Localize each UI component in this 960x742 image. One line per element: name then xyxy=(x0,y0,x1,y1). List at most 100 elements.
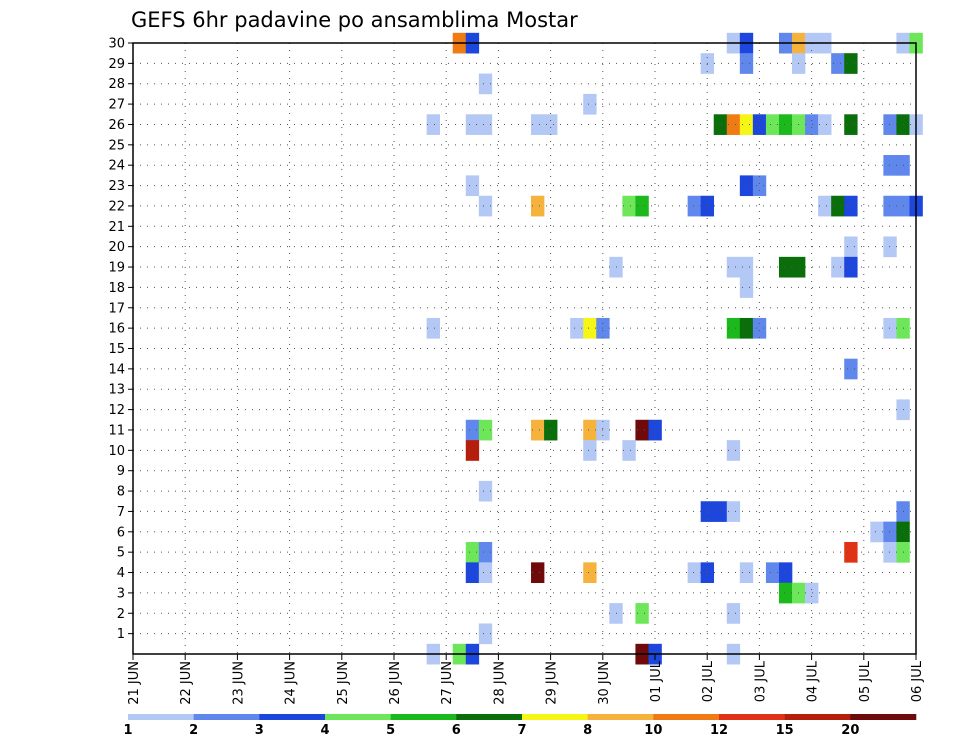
x-tick-label: 29 JUN xyxy=(545,661,560,705)
data-cell xyxy=(752,317,767,339)
x-tick-label: 25 JUN xyxy=(336,661,351,705)
y-tick-label: 19 xyxy=(108,261,125,276)
data-cell xyxy=(752,175,767,197)
data-cell xyxy=(583,317,597,339)
x-tick-label: 27 JUN xyxy=(440,661,455,705)
x-tick-label: 26 JUN xyxy=(388,661,403,705)
y-tick-label: 8 xyxy=(117,485,125,500)
data-cell xyxy=(883,521,897,543)
y-tick-label: 23 xyxy=(108,179,125,194)
data-cell xyxy=(583,440,597,461)
data-cell xyxy=(844,256,858,278)
data-cell xyxy=(713,501,728,522)
colorbar-label: 2 xyxy=(189,723,198,738)
x-tick-label: 23 JUN xyxy=(231,661,246,705)
data-cell xyxy=(726,114,741,135)
colorbar-label: 6 xyxy=(452,723,461,738)
data-cell xyxy=(426,114,440,135)
data-cell xyxy=(478,114,493,135)
y-tick-label: 15 xyxy=(108,342,125,357)
data-cell xyxy=(739,53,754,74)
y-tick-label: 18 xyxy=(108,281,125,296)
colorbar-label: 8 xyxy=(583,723,592,738)
x-tick-label: 24 JUN xyxy=(284,661,299,705)
colorbar-swatch xyxy=(259,714,326,720)
y-tick-label: 14 xyxy=(108,362,125,377)
y-tick-label: 12 xyxy=(108,403,125,418)
data-cell xyxy=(622,195,636,217)
data-cell xyxy=(465,541,480,563)
data-cell xyxy=(883,541,897,563)
data-cell xyxy=(478,73,493,95)
colorbar-label: 3 xyxy=(255,723,264,738)
x-tick-label: 04 JUL xyxy=(806,660,821,702)
data-cell xyxy=(883,236,897,258)
chart-title: GEFS 6hr padavine po ansamblima Mostar xyxy=(131,8,578,32)
y-tick-label: 11 xyxy=(108,423,125,438)
data-cell xyxy=(726,317,741,339)
data-cell xyxy=(870,521,884,543)
data-cell xyxy=(831,53,845,74)
colorbar-swatch xyxy=(653,714,720,720)
data-cell xyxy=(426,317,440,339)
y-tick-label: 10 xyxy=(108,444,125,459)
y-tick-label: 3 xyxy=(117,586,125,601)
data-cell xyxy=(687,195,701,217)
y-tick-label: 27 xyxy=(108,98,125,113)
x-tick-label: 21 JUN xyxy=(127,661,142,705)
colorbar-label: 4 xyxy=(320,723,329,738)
data-cell xyxy=(752,114,767,135)
data-cell xyxy=(465,114,480,135)
data-cell xyxy=(831,256,845,278)
colorbar-swatch xyxy=(325,714,391,720)
data-cell xyxy=(883,317,897,339)
data-cell xyxy=(726,501,741,522)
data-cell xyxy=(465,175,480,197)
y-tick-label: 22 xyxy=(108,199,125,214)
y-tick-label: 24 xyxy=(108,159,125,174)
y-tick-label: 1 xyxy=(117,627,125,642)
data-cell xyxy=(726,440,741,461)
y-tick-label: 16 xyxy=(108,322,125,337)
data-cell xyxy=(583,419,597,441)
data-cell xyxy=(778,256,793,278)
y-tick-label: 26 xyxy=(108,118,125,133)
data-cell xyxy=(713,114,728,135)
colorbar-label: 20 xyxy=(841,723,859,738)
data-cell xyxy=(765,562,780,584)
data-cell xyxy=(778,562,793,584)
data-cell xyxy=(739,256,754,278)
data-cell xyxy=(544,114,558,135)
colorbar-label: 10 xyxy=(644,723,662,738)
y-tick-label: 5 xyxy=(117,546,125,561)
data-cell xyxy=(818,114,832,135)
x-tick-label: 03 JUL xyxy=(753,660,768,702)
data-cell xyxy=(635,603,649,624)
data-cell xyxy=(687,562,701,584)
x-axis: 21 JUN 22 JUN 23 JUN 24 JUN 25 JUN 26 JUN 27 J… xyxy=(127,654,925,705)
data-cell xyxy=(726,603,741,624)
data-cell xyxy=(739,114,754,135)
data-cell xyxy=(844,236,858,258)
data-cell xyxy=(465,562,480,584)
y-tick-label: 20 xyxy=(108,240,125,255)
data-cell xyxy=(818,195,832,217)
data-cell xyxy=(844,195,858,217)
x-tick-label: 22 JUN xyxy=(179,661,194,705)
data-cell xyxy=(805,114,819,135)
x-tick-label: 28 JUN xyxy=(492,661,507,705)
y-tick-label: 21 xyxy=(108,220,125,235)
colorbar-swatch xyxy=(128,714,194,720)
colorbar-swatch xyxy=(784,714,851,720)
colorbar-label: 7 xyxy=(517,723,526,738)
data-cell xyxy=(478,195,493,217)
data-cell xyxy=(478,480,493,502)
data-cell xyxy=(583,562,597,584)
data-cell xyxy=(883,114,897,135)
data-cell xyxy=(478,562,493,584)
data-cell xyxy=(648,419,662,441)
data-cell xyxy=(531,419,545,441)
data-cell xyxy=(844,358,858,380)
y-tick-label: 4 xyxy=(117,566,125,581)
